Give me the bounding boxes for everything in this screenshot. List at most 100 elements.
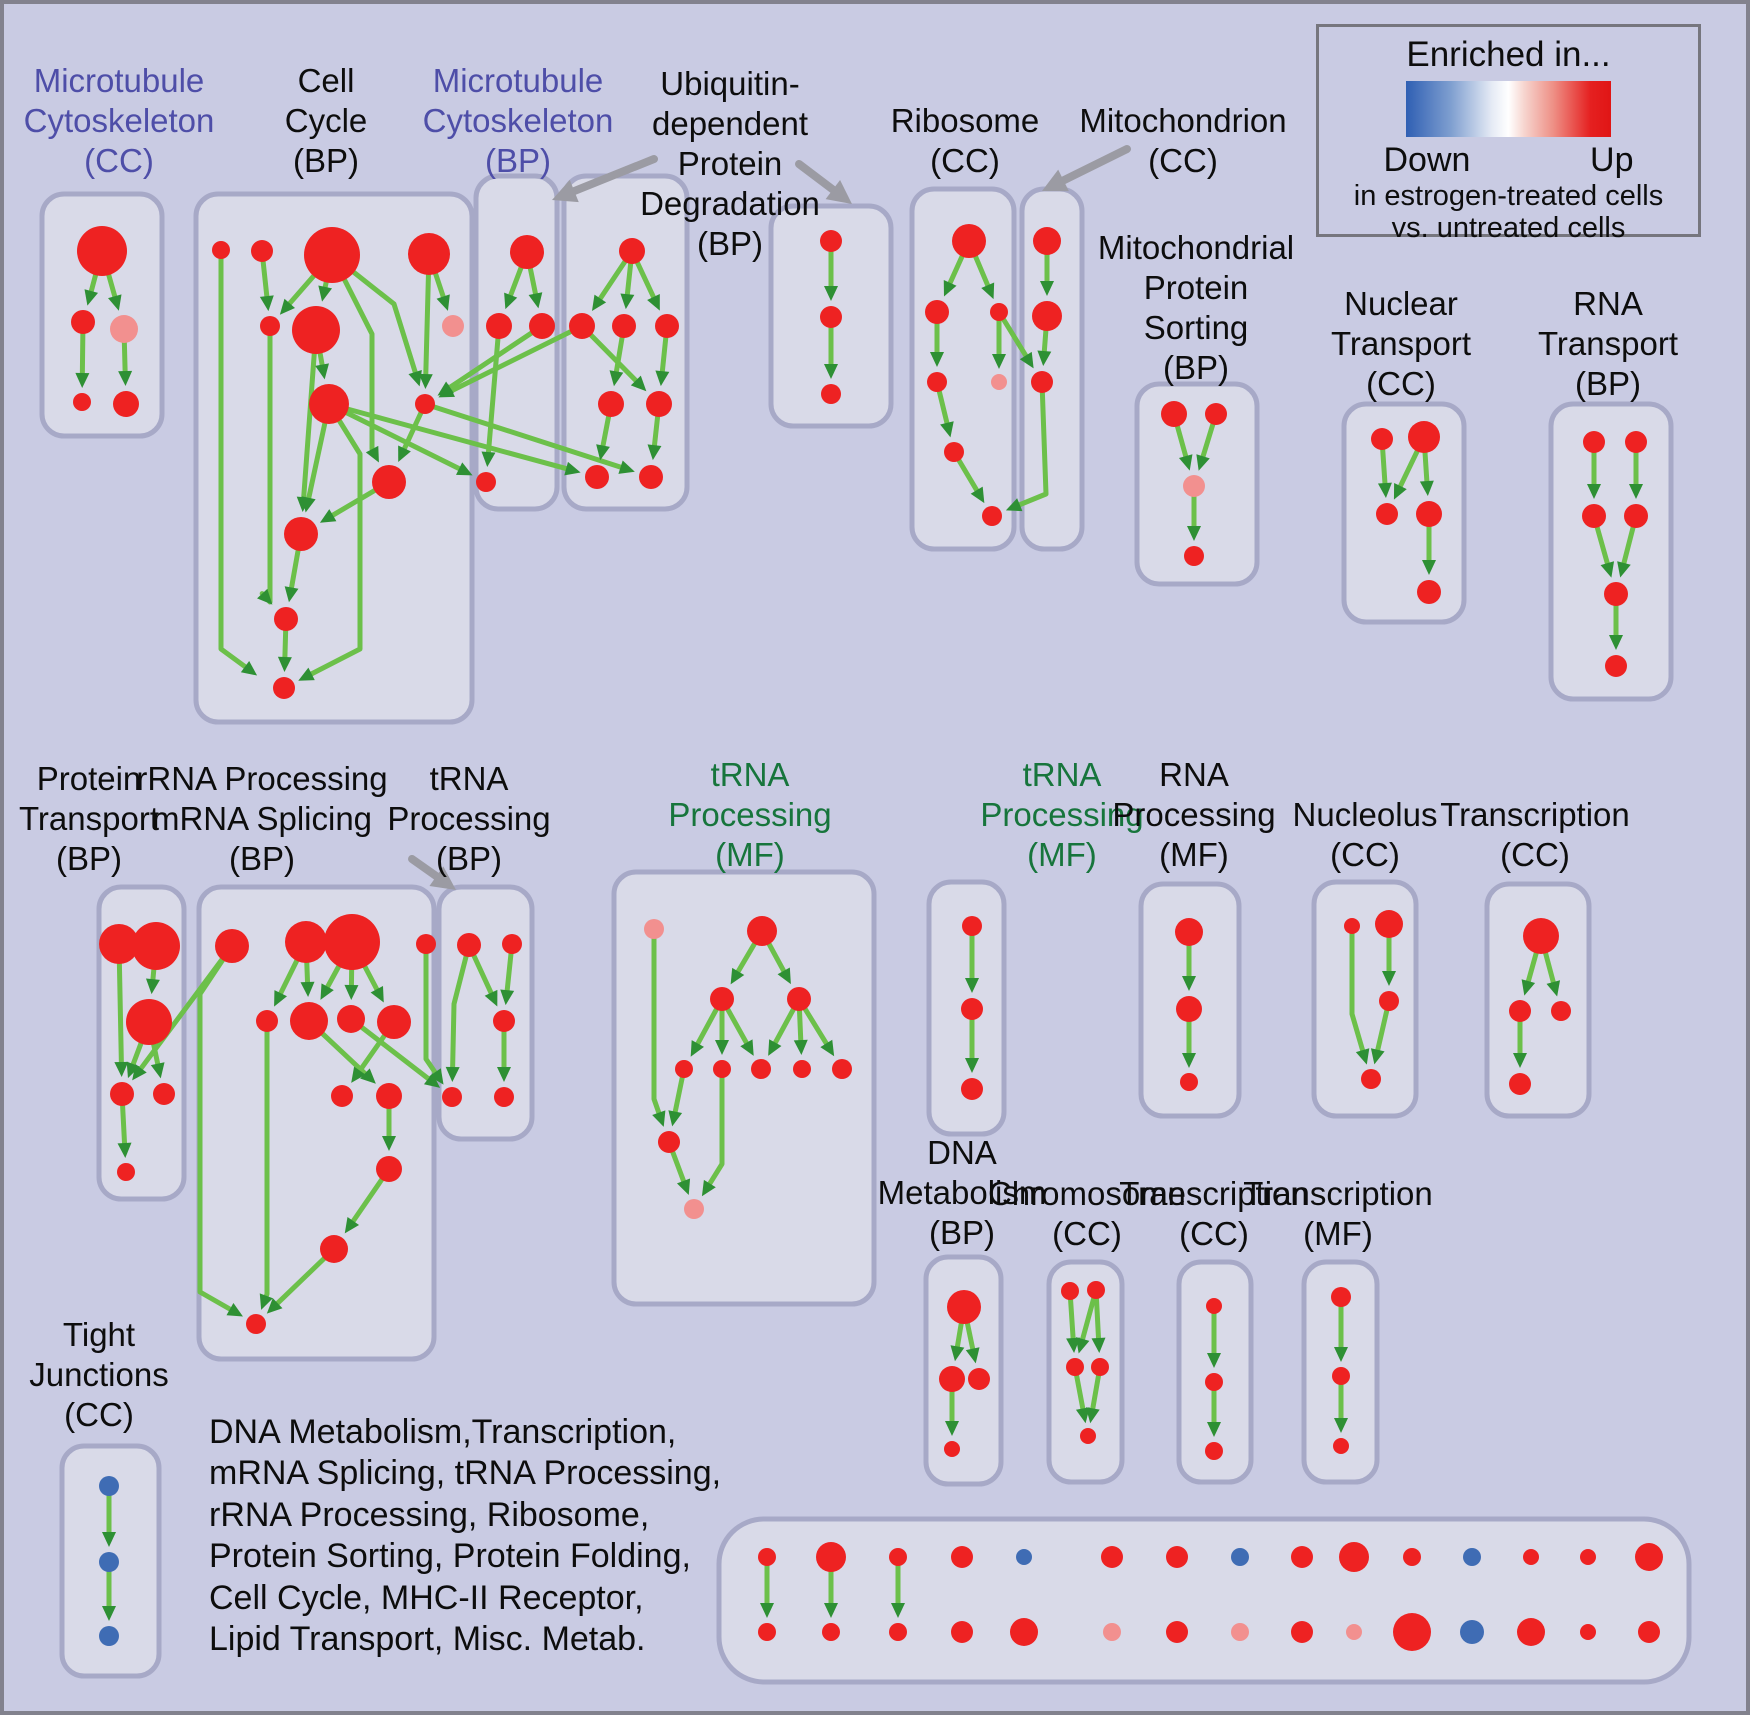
edge-arrow-head <box>315 363 329 380</box>
go-node <box>153 1083 175 1105</box>
cluster-label-ribosome-cc: Ribosome (CC) <box>890 102 1040 179</box>
cluster-box-nuclear-transport <box>1341 401 1467 625</box>
go-node <box>820 306 842 328</box>
edge-arrow-head <box>528 292 543 309</box>
go-node <box>132 922 180 970</box>
label-pointer-arrow <box>795 160 837 194</box>
legend-title: Enriched in... <box>1406 35 1611 74</box>
edge-arrow-head <box>500 989 515 1006</box>
go-node <box>947 1290 981 1324</box>
go-node <box>1638 1621 1660 1643</box>
cluster-box-rna-transport <box>1548 401 1674 702</box>
go-node <box>215 929 249 963</box>
edge-arrow-head <box>647 294 660 311</box>
cluster-label-ubiquitin-dependent-protein-degradation-bp: Ubiquitin- dependent Protein Degradation… <box>640 65 820 262</box>
go-node <box>569 313 595 339</box>
cluster-box-transcription-cc-b <box>1176 1259 1254 1485</box>
legend-up-label: Up <box>1590 141 1634 179</box>
edge-arrow-head <box>992 354 1006 369</box>
go-node <box>927 372 947 392</box>
edge-arrow-head <box>1609 635 1623 650</box>
go-node <box>1509 1000 1531 1022</box>
go-node <box>1460 1620 1484 1644</box>
legend-subtitle-line1: in estrogen-treated cells <box>1353 180 1664 212</box>
edge-arrow-head <box>382 1136 396 1151</box>
go-node <box>1583 431 1605 453</box>
cluster-box-ribosome <box>909 186 1017 552</box>
edge-arrow-head <box>1422 560 1436 575</box>
label-pointer-arrow-head <box>429 866 456 890</box>
edge-arrow <box>422 401 624 470</box>
edge-arrow-head <box>701 1179 716 1197</box>
edge-arrow-head <box>132 1064 147 1081</box>
go-node <box>1031 371 1053 393</box>
go-node <box>889 1623 907 1641</box>
go-node <box>1375 910 1403 938</box>
cluster-box-dna-metabolism <box>923 1254 1004 1487</box>
go-node <box>1291 1546 1313 1568</box>
edge-arrow-head <box>1587 484 1601 499</box>
go-node <box>658 1131 680 1153</box>
go-node <box>1205 1442 1223 1460</box>
go-node <box>457 933 481 957</box>
go-node <box>337 1005 365 1033</box>
edge-arrow-head <box>145 978 160 995</box>
edge-arrow-head <box>1075 1407 1090 1424</box>
edge-arrow-head <box>591 294 607 312</box>
edge-arrow-head <box>274 990 287 1007</box>
edge-arrow-head <box>1178 454 1193 471</box>
edge-arrow-head <box>777 967 791 985</box>
edge-arrow-head <box>418 373 433 390</box>
go-node <box>1087 1281 1105 1299</box>
go-node <box>1176 996 1202 1022</box>
go-node <box>1339 1542 1369 1572</box>
edge-arrow-head <box>965 978 979 993</box>
cluster-box-microtubule-cc <box>39 191 165 439</box>
label-pointer-arrow <box>408 855 441 881</box>
go-node <box>1346 1624 1362 1640</box>
cluster-label-transcription-cc-row3: Transcription (CC) <box>1119 1175 1309 1252</box>
go-node <box>961 1078 983 1100</box>
go-node <box>820 230 842 252</box>
go-node <box>1161 401 1187 427</box>
edge-arrow-head <box>676 1178 691 1195</box>
edge-arrow-head <box>102 1606 116 1621</box>
edge-arrow-head <box>484 989 498 1007</box>
edge-arrow-head <box>320 983 334 1000</box>
go-node <box>113 391 139 417</box>
edge-arrow-head <box>668 1110 683 1127</box>
go-node <box>99 1552 119 1572</box>
go-node <box>256 1010 278 1032</box>
edge-arrow-head <box>1091 1337 1106 1354</box>
label-pointer-arrow-head <box>1042 169 1069 192</box>
go-node <box>1231 1623 1249 1641</box>
edge-arrow-head <box>114 1061 129 1078</box>
edge-arrow-head <box>690 1040 704 1057</box>
edge-arrow-head <box>596 444 610 461</box>
go-node <box>502 934 522 954</box>
edge-arrow-head <box>365 445 379 463</box>
go-node <box>73 393 91 411</box>
edge-arrow-head <box>1546 980 1561 997</box>
edge-arrow-head <box>266 1298 283 1314</box>
go-node <box>944 442 964 462</box>
edge-arrow-head <box>1521 979 1536 996</box>
edge-arrow-head <box>108 294 122 311</box>
go-node <box>1523 1549 1539 1565</box>
go-node <box>1605 655 1627 677</box>
label-pointer-arrow <box>1059 145 1131 185</box>
go-node <box>710 987 734 1011</box>
label-pointer-arrow-head <box>552 179 579 203</box>
edge-arrow-head <box>1419 480 1434 497</box>
edge-arrow <box>348 1016 431 1082</box>
edge-arrow-head <box>891 1603 905 1618</box>
go-node <box>273 677 295 699</box>
go-node <box>1416 501 1442 527</box>
go-node <box>309 384 349 424</box>
edge-arrow-head <box>760 1603 774 1618</box>
go-node <box>476 472 496 492</box>
cluster-label-microtubule-cytoskeleton-bp: Microtubule Cytoskeleton (BP) <box>422 62 614 179</box>
edge-arrow-head <box>647 444 662 461</box>
edge-arrow-head <box>945 1421 959 1436</box>
